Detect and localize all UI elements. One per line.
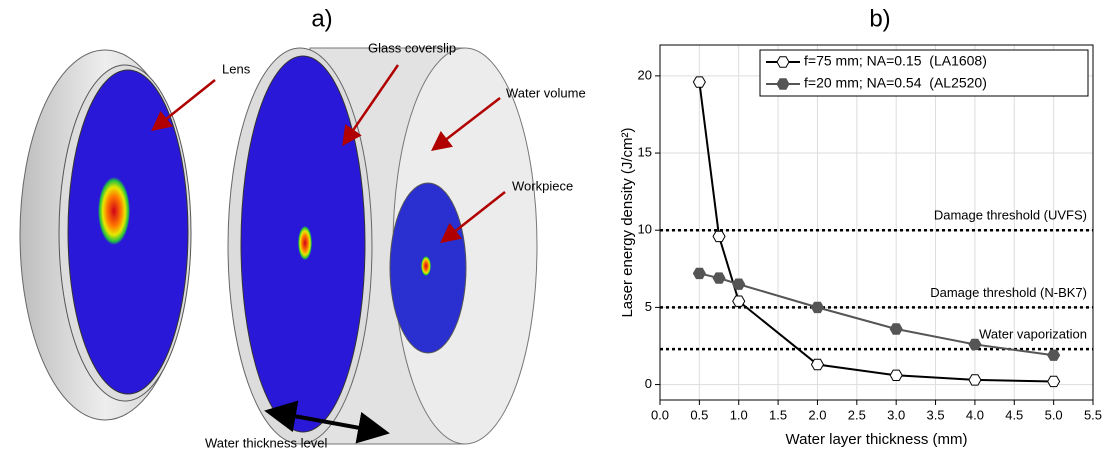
lens: [19, 49, 192, 421]
y-tick-label: 20: [638, 67, 652, 82]
y-axis-label: Laser energy density (J/cm²): [619, 127, 636, 317]
x-tick-label: 5.0: [1045, 407, 1063, 422]
legend-box: [759, 49, 1089, 97]
data-point: [732, 278, 746, 290]
label: Glass coverslip: [368, 40, 456, 55]
legend-marker: [776, 78, 790, 90]
data-point: [968, 374, 982, 386]
data-point: [810, 301, 825, 314]
x-tick-label: 0.5: [690, 407, 708, 422]
pointer-arrows: [151, 64, 506, 244]
legend-marker: [776, 56, 790, 68]
x-tick-label: 1.5: [769, 407, 787, 422]
x-tick-label: 4.5: [1005, 407, 1023, 422]
reference-label: Damage threshold (UVFS): [934, 208, 1087, 223]
x-tick-label: 5.5: [1084, 407, 1102, 422]
label: Water thickness level: [205, 435, 327, 450]
x-tick-label: 4.0: [966, 407, 984, 422]
x-tick-label: 3.0: [887, 407, 905, 422]
label: Lens: [222, 61, 251, 76]
water-cell: [227, 47, 538, 445]
data-point: [692, 267, 706, 280]
data-point: [968, 338, 982, 351]
data-point: [810, 358, 825, 371]
data-point: [1047, 349, 1061, 361]
thickness-arrow: [264, 400, 390, 444]
reference-label: Damage threshold (N-BK7): [930, 285, 1087, 300]
panel-label: a): [311, 5, 332, 32]
x-tick-label: 0.0: [651, 407, 669, 422]
data-point: [732, 295, 746, 307]
data-point: [889, 323, 903, 335]
y-tick-label: 15: [638, 144, 652, 159]
y-tick-label: 10: [638, 222, 652, 237]
plot-frame: [659, 44, 1094, 401]
y-tick-label: 0: [645, 376, 652, 391]
label: Water volume: [506, 85, 586, 100]
data-point: [712, 272, 726, 284]
panel-label: b): [869, 5, 890, 32]
x-tick-label: 1.0: [730, 407, 748, 422]
data-point: [889, 369, 903, 382]
x-axis-label: Water layer thickness (mm): [786, 431, 968, 448]
data-point: [1047, 375, 1061, 388]
legend-label: f=75 mm; NA=0.15 (LA1608): [804, 53, 987, 69]
legend-label: f=20 mm; NA=0.54 (AL2520): [804, 75, 987, 91]
data-point: [712, 230, 726, 243]
y-tick-label: 5: [645, 299, 652, 314]
x-tick-label: 2.0: [808, 407, 826, 422]
x-tick-label: 3.5: [927, 407, 945, 422]
data-point: [692, 76, 706, 88]
label: Workpiece: [512, 178, 573, 193]
reference-label: Water vaporization: [979, 327, 1087, 342]
x-tick-label: 2.5: [848, 407, 866, 422]
